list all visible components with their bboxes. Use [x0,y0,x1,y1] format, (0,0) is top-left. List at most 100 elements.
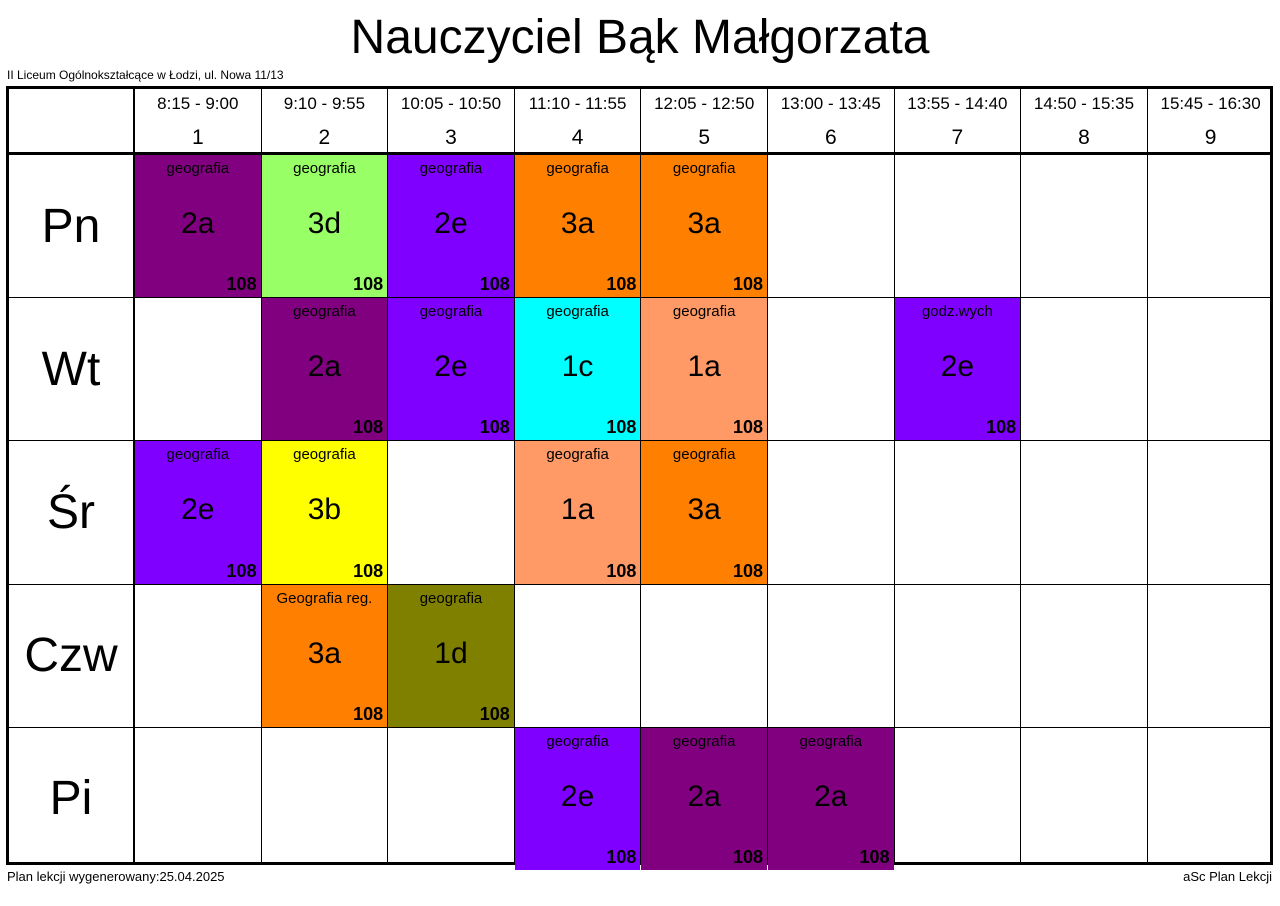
period-header-6: 13:00 - 13:45 6 [768,89,894,153]
lesson-subject: geografia [672,446,736,464]
lesson-cell[interactable]: geografia 2a 108 [768,727,894,870]
lesson-room: 108 [732,417,763,438]
period-time: 11:10 - 11:55 [528,94,627,113]
lesson-cell[interactable]: Geografia reg. 3a 108 [261,584,388,727]
lesson-class: 3a [687,493,721,527]
lesson-class: 1d [434,636,468,670]
lesson-cell[interactable]: geografia 2e 108 [514,727,641,870]
grid-line [9,440,1270,442]
timetable-grid: 8:15 - 9:00 1 9:10 - 9:55 2 10:05 - 10:50 3 11… [6,86,1274,870]
lesson-class: 1c [561,350,594,384]
lesson-room: 108 [732,560,763,581]
lesson-room: 108 [859,846,890,867]
lesson-class: 2a [814,779,848,813]
lesson-cell[interactable]: geografia 2a 108 [641,727,767,870]
lesson-subject: geografia [293,160,356,177]
lesson-cell[interactable]: geografia 1a 108 [514,441,641,584]
period-time: 8:15 - 9:00 [157,94,239,113]
period-number: 7 [951,126,964,149]
period-header-3: 10:05 - 10:50 3 [388,89,514,153]
lesson-class: 2a [307,350,342,384]
generated-date: Plan lekcji wygenerowany:25.04.2025 [7,869,225,884]
lesson-room: 108 [732,274,763,295]
lesson-room: 108 [226,560,257,581]
lesson-room: 108 [353,417,384,438]
period-time: 9:10 - 9:55 [283,94,366,113]
grid-line [133,89,135,862]
grid-line [387,89,389,862]
lesson-subject: geografia [293,303,356,321]
lesson-class: 2e [181,493,215,527]
lesson-cell[interactable]: geografia 1a 108 [641,298,767,441]
lesson-subject: geografia [672,160,736,177]
lesson-class: 3b [307,493,342,527]
lesson-cell[interactable]: geografia 2e 108 [388,298,514,441]
lesson-class: 3a [687,207,721,240]
lesson-cell[interactable]: geografia 2e 108 [388,155,514,298]
grid-line [893,89,895,862]
lesson-room: 108 [606,560,637,581]
lesson-class: 2e [940,350,975,384]
lesson-cell[interactable]: godz.wych 2e 108 [894,298,1021,441]
lesson-subject: geografia [166,160,230,177]
period-header-9: 15:45 - 16:30 9 [1148,89,1274,153]
lesson-subject: geografia [546,160,609,177]
lesson-class: 2e [560,779,595,813]
lesson-class: 2a [687,779,721,813]
lesson-cell[interactable]: geografia 3a 108 [641,441,767,584]
period-header-2: 9:10 - 9:55 2 [262,89,388,153]
grid-line [260,89,262,862]
lesson-class: 3a [560,207,595,240]
lesson-cell[interactable]: geografia 1c 108 [514,298,641,441]
lesson-cell[interactable]: geografia 3a 108 [641,155,767,298]
period-header-5: 12:05 - 12:50 5 [641,89,767,153]
lesson-cell[interactable]: geografia 3a 108 [514,155,641,298]
lesson-class: 2a [181,207,215,240]
lesson-subject: geografia [672,303,736,321]
grid-line [1020,89,1022,862]
lesson-subject: Geografia reg. [276,589,373,607]
day-label-1: Pn [41,199,101,253]
period-header-8: 14:50 - 15:35 8 [1021,89,1147,153]
grid-line [640,89,642,862]
lesson-class: 1a [687,350,721,384]
period-number: 8 [1078,126,1090,149]
school-name: II Liceum Ogólnokształcące w Łodzi, ul. … [7,68,284,82]
grid-line [9,297,1270,299]
lesson-cell[interactable]: geografia 3b 108 [261,441,388,584]
lesson-room: 108 [732,846,763,867]
period-number: 5 [698,126,711,149]
lesson-class: 2e [434,207,468,240]
period-number: 6 [824,126,837,149]
lesson-cell[interactable]: geografia 2e 108 [135,441,261,584]
lesson-subject: geografia [546,303,609,321]
period-time: 13:00 - 13:45 [780,94,881,113]
brand-label: aSc Plan Lekcji [1183,869,1272,884]
lesson-cell[interactable]: geografia 3d 108 [261,155,388,298]
lesson-room: 108 [353,560,384,581]
lesson-room: 108 [479,417,510,438]
grid-line [513,89,515,862]
lesson-subject: geografia [799,732,863,750]
day-label-5: Pi [49,772,93,826]
grid-line [767,89,768,862]
grid-line [9,726,1270,728]
period-header-7: 13:55 - 14:40 7 [895,89,1021,153]
page-title: Nauczyciel Bąk Małgorzata [350,11,930,64]
period-header-1: 8:15 - 9:00 1 [135,89,261,153]
lesson-room: 108 [353,703,384,724]
day-label-4: Czw [24,629,118,683]
grid-line [9,583,1270,585]
period-number: 1 [191,126,204,149]
period-time: 10:05 - 10:50 [400,94,502,113]
lesson-room: 108 [606,417,637,438]
lesson-cell[interactable]: geografia 2a 108 [261,298,388,441]
lesson-cell[interactable]: geografia 1d 108 [388,584,514,727]
period-number: 9 [1204,126,1217,149]
lesson-subject: godz.wych [921,303,993,321]
grid-line [1146,89,1148,862]
lesson-cell[interactable]: geografia 2a 108 [135,155,261,298]
lesson-subject: geografia [546,732,609,750]
lesson-room: 108 [606,846,637,867]
lesson-room: 108 [606,274,637,295]
